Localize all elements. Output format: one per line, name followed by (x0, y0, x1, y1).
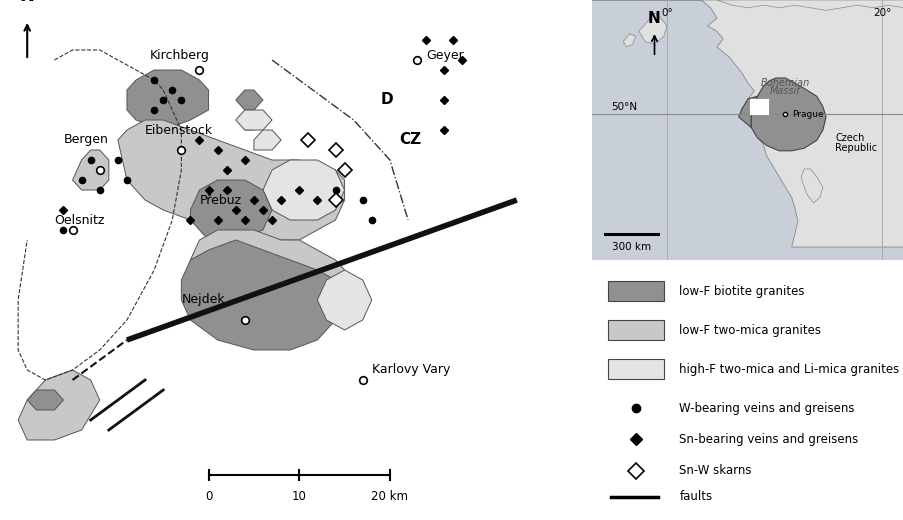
Polygon shape (800, 169, 822, 203)
Polygon shape (254, 130, 281, 150)
Text: Nejdek: Nejdek (182, 293, 225, 306)
Text: Sn-W skarns: Sn-W skarns (679, 464, 751, 477)
Text: Oelsnitz: Oelsnitz (54, 214, 105, 227)
Polygon shape (117, 120, 344, 240)
Bar (607, 281, 663, 301)
Text: low-F two-mica granites: low-F two-mica granites (679, 323, 821, 337)
Polygon shape (27, 390, 63, 410)
Polygon shape (638, 13, 666, 44)
Polygon shape (191, 180, 272, 240)
Text: D: D (380, 93, 393, 108)
Text: Karlovy Vary: Karlovy Vary (371, 363, 450, 376)
Polygon shape (191, 230, 344, 310)
Polygon shape (591, 0, 903, 247)
Bar (750, 100, 768, 114)
Text: 20 km: 20 km (371, 490, 408, 503)
Text: Sn-bearing veins and greisens: Sn-bearing veins and greisens (679, 433, 858, 446)
Text: Bergen: Bergen (63, 134, 108, 147)
Text: Geyer: Geyer (425, 48, 463, 61)
Text: 10: 10 (292, 490, 306, 503)
Text: Republic: Republic (834, 143, 877, 153)
Text: Kirchberg: Kirchberg (150, 48, 209, 61)
Text: W-bearing veins and greisens: W-bearing veins and greisens (679, 401, 854, 415)
Polygon shape (750, 78, 825, 151)
Polygon shape (623, 34, 635, 47)
Text: 0: 0 (205, 490, 212, 503)
Text: Prague: Prague (791, 110, 823, 119)
Text: CZ: CZ (398, 133, 421, 148)
Text: 20°: 20° (872, 8, 890, 18)
Polygon shape (18, 370, 99, 440)
Text: Přebuz: Přebuz (200, 193, 241, 206)
Text: N: N (20, 0, 34, 5)
Text: 50°N: 50°N (610, 102, 637, 112)
Polygon shape (263, 160, 344, 220)
Polygon shape (317, 270, 371, 330)
Text: 0°: 0° (660, 8, 672, 18)
Text: Bohemian: Bohemian (760, 79, 809, 88)
Polygon shape (738, 96, 757, 127)
Polygon shape (236, 90, 263, 110)
Polygon shape (182, 240, 344, 350)
Text: high-F two-mica and Li-mica granites: high-F two-mica and Li-mica granites (679, 363, 898, 375)
Bar (607, 320, 663, 340)
Polygon shape (245, 110, 263, 130)
Text: faults: faults (679, 490, 712, 503)
Text: Massif: Massif (769, 86, 800, 96)
Text: Eibenstock: Eibenstock (144, 123, 213, 136)
Text: 300 km: 300 km (610, 242, 650, 252)
Polygon shape (236, 110, 272, 130)
Text: N: N (647, 11, 660, 26)
Polygon shape (126, 70, 209, 130)
Polygon shape (716, 0, 903, 10)
Bar (607, 359, 663, 379)
Text: low-F biotite granites: low-F biotite granites (679, 284, 804, 297)
Text: Czech: Czech (834, 133, 864, 143)
Polygon shape (72, 150, 108, 190)
